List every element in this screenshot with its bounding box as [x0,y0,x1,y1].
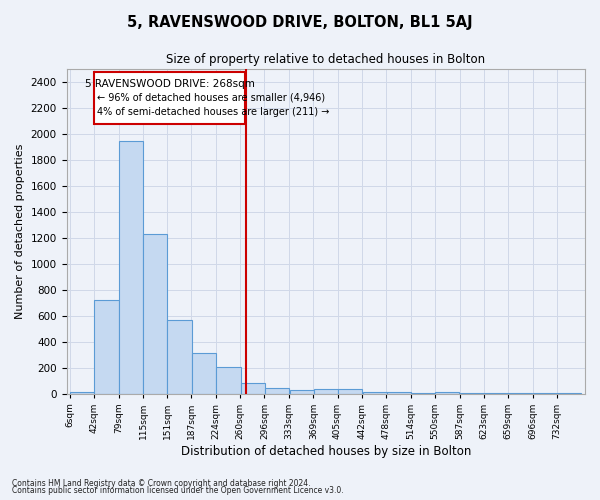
Text: 4% of semi-detached houses are larger (211) →: 4% of semi-detached houses are larger (2… [97,107,329,117]
Bar [508,392,532,394]
Y-axis label: Number of detached properties: Number of detached properties [15,144,25,319]
Text: ← 96% of detached houses are smaller (4,946): ← 96% of detached houses are smaller (4,… [97,93,325,103]
Bar [338,389,362,394]
Bar [435,392,459,394]
Bar [94,300,119,394]
Text: Contains public sector information licensed under the Open Government Licence v3: Contains public sector information licen… [12,486,344,495]
Text: Contains HM Land Registry data © Crown copyright and database right 2024.: Contains HM Land Registry data © Crown c… [12,478,311,488]
Bar [387,392,411,394]
Bar [143,234,167,394]
Bar [290,390,314,394]
Bar [314,389,338,394]
Title: Size of property relative to detached houses in Bolton: Size of property relative to detached ho… [166,52,485,66]
Bar [70,392,94,394]
Bar [191,354,216,394]
Text: 5, RAVENSWOOD DRIVE, BOLTON, BL1 5AJ: 5, RAVENSWOOD DRIVE, BOLTON, BL1 5AJ [127,15,473,30]
X-axis label: Distribution of detached houses by size in Bolton: Distribution of detached houses by size … [181,444,471,458]
Bar [265,388,289,394]
Bar [94,72,245,124]
Bar [362,392,387,394]
Bar [217,367,241,394]
Text: 5 RAVENSWOOD DRIVE: 268sqm: 5 RAVENSWOOD DRIVE: 268sqm [85,78,254,88]
Bar [411,393,435,394]
Bar [241,382,265,394]
Bar [167,320,191,394]
Bar [119,140,143,394]
